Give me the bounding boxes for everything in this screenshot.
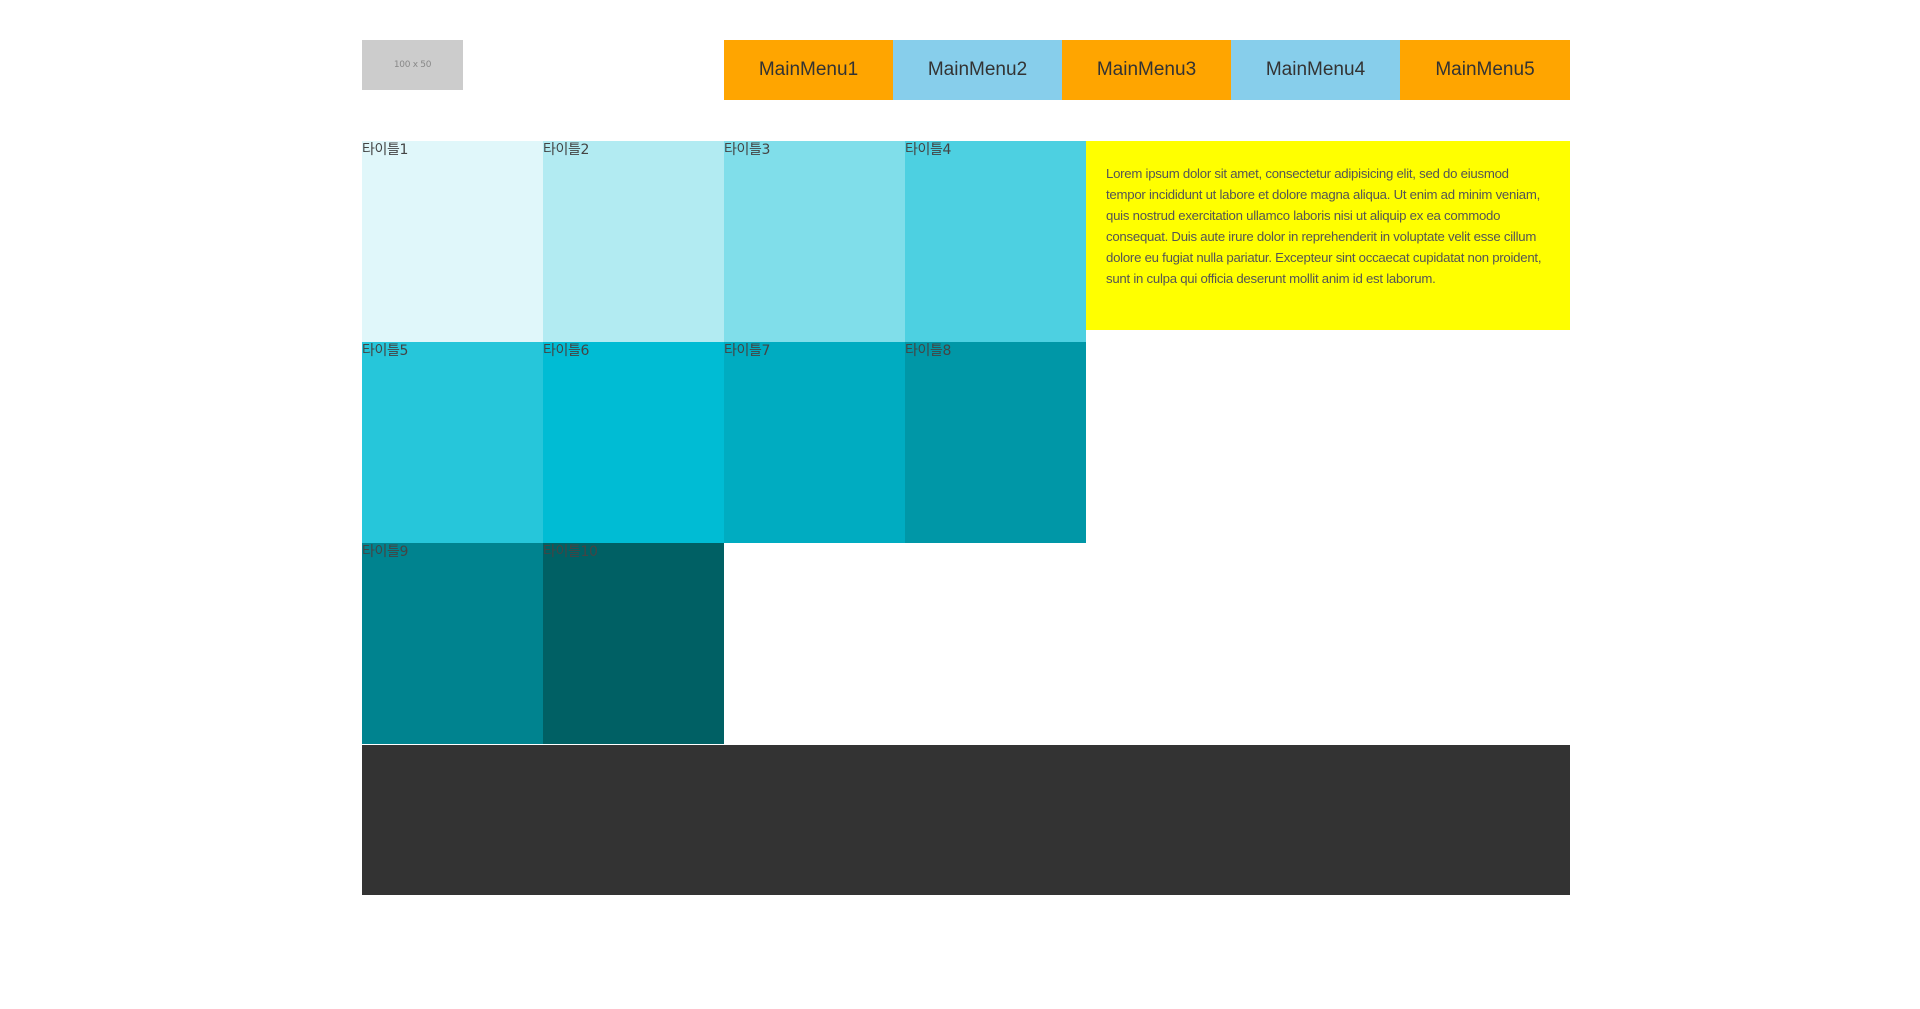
footer — [362, 745, 1570, 895]
logo-placeholder[interactable]: 100 x 50 — [362, 40, 463, 90]
side-text-box: Lorem ipsum dolor sit amet, consectetur … — [1086, 141, 1570, 330]
tile-title: 타이틀3 — [724, 142, 770, 158]
tile-5[interactable]: 타이틀5 — [362, 342, 543, 543]
tile-2[interactable]: 타이틀2 — [543, 141, 724, 342]
tile-title: 타이틀9 — [362, 544, 408, 560]
nav-item-mainmenu2[interactable]: MainMenu2 — [893, 40, 1062, 100]
tile-4[interactable]: 타이틀4 — [905, 141, 1086, 342]
nav-item-mainmenu1[interactable]: MainMenu1 — [724, 40, 893, 100]
tile-9[interactable]: 타이틀9 — [362, 543, 543, 744]
nav-item-mainmenu4[interactable]: MainMenu4 — [1231, 40, 1400, 100]
tile-7[interactable]: 타이틀7 — [724, 342, 905, 543]
tile-10[interactable]: 타이틀10 — [543, 543, 724, 744]
tile-1[interactable]: 타이틀1 — [362, 141, 543, 342]
tile-title: 타이틀6 — [543, 343, 589, 359]
tile-title: 타이틀5 — [362, 343, 408, 359]
header: 100 x 50 MainMenu1 MainMenu2 MainMenu3 M… — [362, 40, 1570, 100]
tile-3[interactable]: 타이틀3 — [724, 141, 905, 342]
tile-title: 타이틀10 — [543, 544, 598, 560]
nav-item-mainmenu5[interactable]: MainMenu5 — [1400, 40, 1570, 100]
nav-item-mainmenu3[interactable]: MainMenu3 — [1062, 40, 1231, 100]
tile-title: 타이틀1 — [362, 142, 408, 158]
tile-title: 타이틀7 — [724, 343, 770, 359]
tile-title: 타이틀4 — [905, 142, 951, 158]
tile-8[interactable]: 타이틀8 — [905, 342, 1086, 543]
side-text: Lorem ipsum dolor sit amet, consectetur … — [1106, 166, 1542, 286]
tile-title: 타이틀8 — [905, 343, 951, 359]
tile-title: 타이틀2 — [543, 142, 589, 158]
tile-6[interactable]: 타이틀6 — [543, 342, 724, 543]
page-wrapper: 100 x 50 MainMenu1 MainMenu2 MainMenu3 M… — [362, 40, 1570, 895]
main-nav: MainMenu1 MainMenu2 MainMenu3 MainMenu4 … — [724, 40, 1570, 100]
content-area: 타이틀1 타이틀2 타이틀3 타이틀4 타이틀5 타이틀6 타이틀7 타이틀8 … — [362, 141, 1570, 745]
